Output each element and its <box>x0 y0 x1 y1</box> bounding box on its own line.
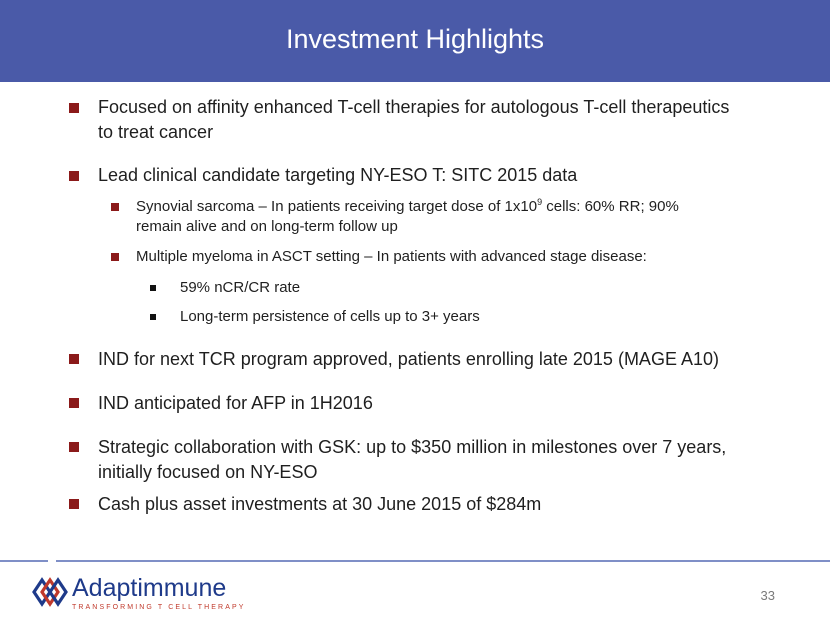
sub-bullet-text: Multiple myeloma in ASCT setting – In pa… <box>136 248 647 265</box>
sub-bullet-text: Synovial sarcoma – In patients receiving… <box>136 197 679 217</box>
footer-divider <box>56 560 830 562</box>
bullet-text: Lead clinical candidate targeting NY-ESO… <box>98 165 578 185</box>
company-logo: Adaptimmune TRANSFORMING T CELL THERAPY <box>30 572 243 614</box>
slide-title: Investment Highlights <box>285 24 545 54</box>
sub-sub-bullet-text: 59% nCR/CR rate <box>180 279 301 296</box>
bullet-square-icon <box>150 285 156 291</box>
logo-mark-icon <box>32 577 68 607</box>
sub-sub-bullet-text: Long-term persistence of cells up to 3+ … <box>180 308 480 325</box>
bullet-text: Cash plus asset investments at 30 June 2… <box>98 494 542 514</box>
bullet-square-icon <box>69 354 79 364</box>
sub-bullet-text: remain alive and on long-term follow up <box>136 218 398 235</box>
logo-wordmark: Adaptimmune <box>72 574 227 602</box>
footer-divider <box>0 560 48 562</box>
logo-tagline: TRANSFORMING T CELL THERAPY <box>72 604 246 611</box>
bullet-text: IND anticipated for AFP in 1H2016 <box>98 393 373 413</box>
bullet-square-icon <box>150 314 156 320</box>
bullet-text: Strategic collaboration with GSK: up to … <box>98 437 727 457</box>
bullet-square-icon <box>111 253 119 261</box>
bullet-square-icon <box>111 203 119 211</box>
bullet-square-icon <box>69 398 79 408</box>
page-number: 33 <box>760 588 775 603</box>
superscript-exponent: 9 <box>537 197 543 207</box>
bullet-text: initially focused on NY-ESO <box>98 462 318 482</box>
bullet-square-icon <box>69 103 79 113</box>
bullet-square-icon <box>69 171 79 181</box>
bullet-text: IND for next TCR program approved, patie… <box>98 349 719 369</box>
bullet-square-icon <box>69 442 79 452</box>
title-bar: Investment Highlights <box>0 0 830 82</box>
bullet-list: Focused on affinity enhanced T-cell ther… <box>69 97 730 514</box>
sub-bullet-text-part: cells: 60% RR; 90% <box>542 198 679 215</box>
bullet-text: to treat cancer <box>98 122 214 142</box>
bullet-text: Focused on affinity enhanced T-cell ther… <box>98 97 730 117</box>
sub-bullet-text-part: Synovial sarcoma – In patients receiving… <box>136 198 538 215</box>
bullet-square-icon <box>69 499 79 509</box>
